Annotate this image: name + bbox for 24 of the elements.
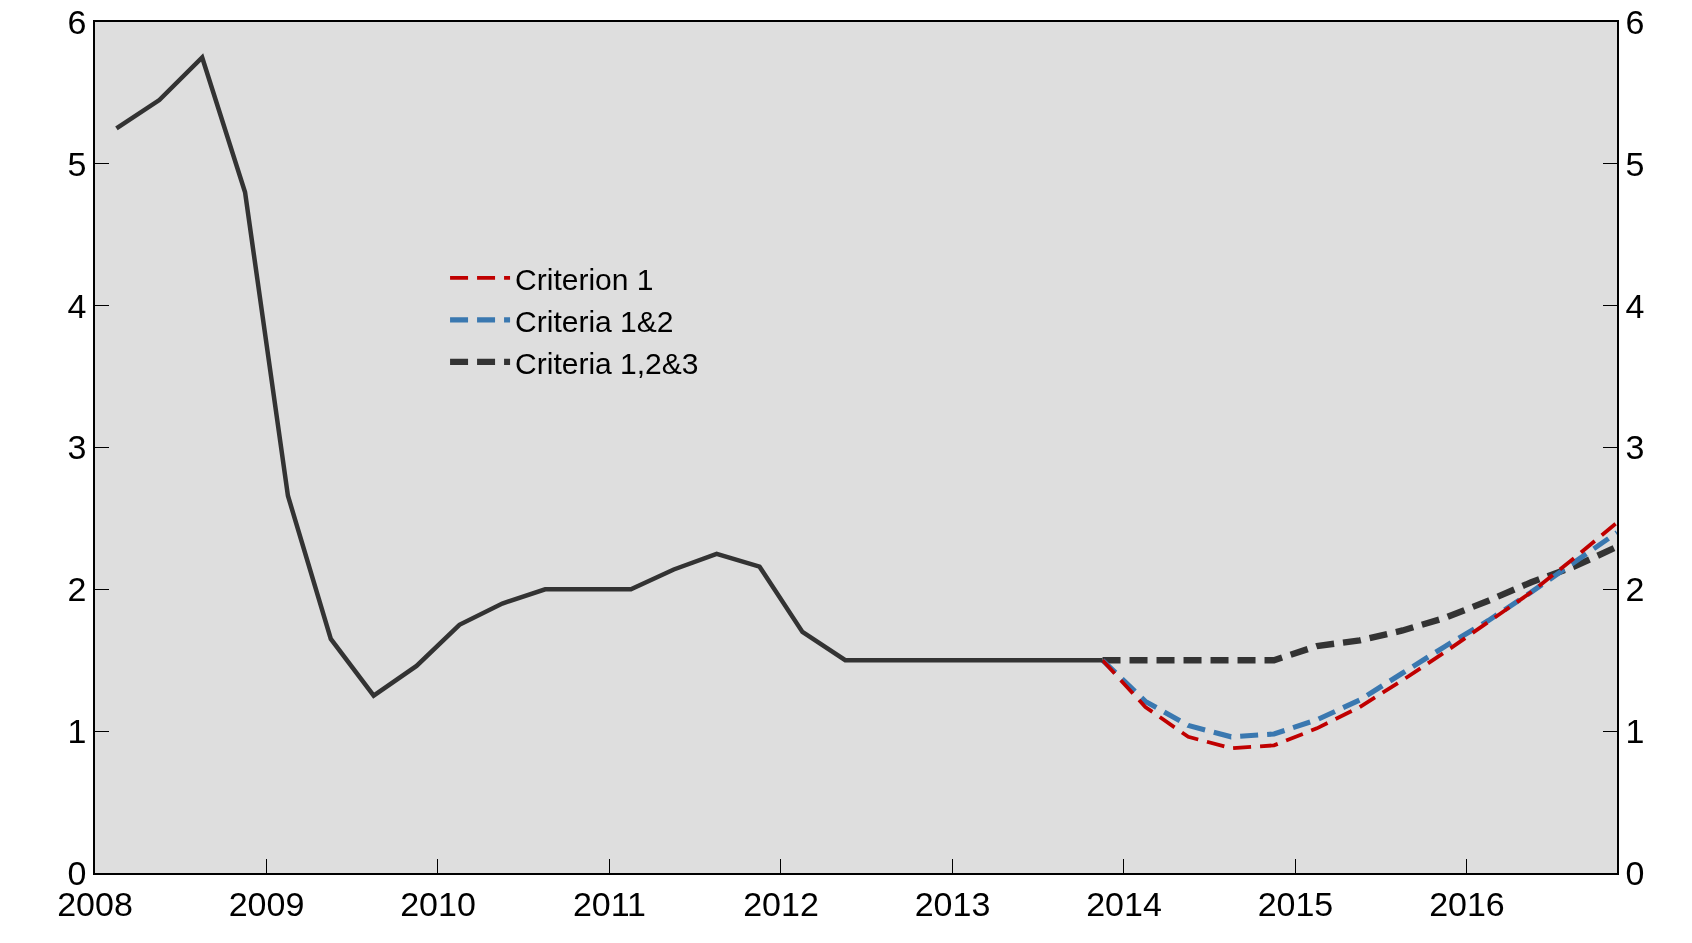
x-tick-label: 2016 — [1429, 884, 1505, 923]
x-tick-label: 2011 — [572, 884, 647, 923]
x-tick-label: 2012 — [743, 884, 819, 923]
y2-tick-label: 4 — [1625, 286, 1645, 325]
x-tick-label: 2010 — [400, 884, 476, 923]
x-tick-label: 2015 — [1257, 884, 1334, 923]
x-tick-label: 2009 — [228, 884, 305, 923]
y2-tick-label: 6 — [1625, 2, 1645, 41]
legend-label: Criteria 1,2&3 — [515, 346, 699, 380]
y-tick-label: 2 — [67, 570, 87, 609]
legend-label: Criterion 1 — [515, 262, 654, 296]
y-tick-label: 3 — [67, 428, 87, 467]
y2-tick-label: 3 — [1625, 428, 1645, 467]
y2-tick-label: 5 — [1625, 144, 1645, 183]
legend-label: Criteria 1&2 — [515, 304, 674, 338]
y-tick-label: 1 — [67, 712, 87, 751]
y-tick-label: 4 — [67, 286, 87, 325]
y2-tick-label: 1 — [1625, 712, 1645, 751]
y2-tick-label: 2 — [1625, 570, 1645, 609]
x-tick-label: 2013 — [914, 884, 991, 923]
y-tick-label: 5 — [67, 144, 87, 183]
y-tick-label: 6 — [67, 2, 87, 41]
x-tick-label: 2014 — [1086, 884, 1162, 923]
y2-tick-label: 0 — [1625, 853, 1645, 892]
